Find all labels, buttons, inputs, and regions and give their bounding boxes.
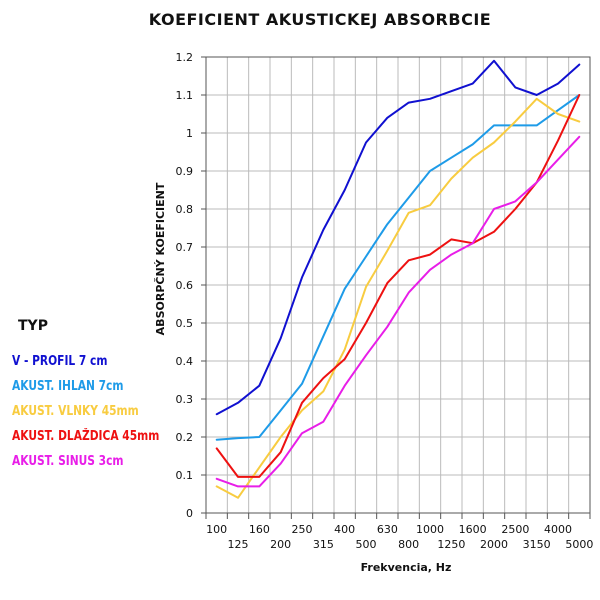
- series-lines: [215, 59, 581, 499]
- y-tick-label: 0.9: [176, 165, 194, 178]
- x-tick-label: 160: [249, 523, 270, 536]
- y-tick-label: 0.8: [176, 203, 194, 216]
- x-tick-label: 5000: [565, 538, 593, 551]
- y-tick-label: 0: [186, 507, 193, 520]
- y-tick-label: 0.4: [176, 355, 194, 368]
- x-tick-label: 800: [398, 538, 419, 551]
- x-tick-label: 2000: [480, 538, 508, 551]
- y-tick-label: 1: [186, 127, 193, 140]
- x-tick-label: 250: [292, 523, 313, 536]
- x-tick-label: 630: [377, 523, 398, 536]
- chart-axes: [201, 56, 591, 519]
- legend-item-v-profil: V - PROFIL 7 cm: [12, 354, 108, 369]
- x-tick-label: 1000: [416, 523, 444, 536]
- y-tick-label: 0.6: [176, 279, 194, 292]
- y-tick-label: 0.2: [176, 431, 194, 444]
- x-axis-label: Frekvencia, Hz: [361, 561, 452, 574]
- y-axis-label: ABSORPČNÝ KOEFICIENT: [154, 182, 167, 335]
- legend-item-dlazdica: AKUST. DLAŽDICA 45mm: [12, 429, 160, 444]
- series-line-0: [215, 59, 581, 416]
- x-tick-label: 500: [356, 538, 377, 551]
- series-line-2: [215, 97, 581, 499]
- y-tick-labels: 0 0.1 0.2 0.3 0.4 0.5 0.6 0.7 0.8 0.9 1 1.1 1.2: [176, 51, 194, 520]
- x-tick-label: 125: [228, 538, 249, 551]
- y-tick-label: 0.5: [176, 317, 194, 330]
- x-tick-label: 1600: [459, 523, 487, 536]
- series-line-3: [215, 94, 581, 478]
- x-tick-label: 1250: [437, 538, 465, 551]
- series-line-4: [215, 135, 581, 488]
- x-tick-label: 2500: [501, 523, 529, 536]
- y-tick-label: 1.1: [176, 89, 194, 102]
- legend-item-ihlan: AKUST. IHLAN 7cm: [12, 379, 124, 394]
- y-tick-label: 0.7: [176, 241, 194, 254]
- x-tick-label: 4000: [544, 523, 572, 536]
- y-tick-label: 1.2: [176, 51, 194, 64]
- legend-title: TYP: [18, 318, 48, 334]
- x-tick-label: 400: [334, 523, 355, 536]
- legend-item-sinus: AKUST. SINUS 3cm: [12, 454, 124, 469]
- y-tick-label: 0.3: [176, 393, 194, 406]
- x-tick-label: 3150: [523, 538, 551, 551]
- legend-item-vlnky: AKUST. VLNKY 45mm: [12, 404, 139, 419]
- x-tick-label: 200: [270, 538, 291, 551]
- series-line-1: [215, 94, 581, 441]
- chart-legend: TYP V - PROFIL 7 cm AKUST. IHLAN 7cm AKU…: [12, 318, 192, 479]
- x-tick-label: 315: [313, 538, 334, 551]
- chart-title: KOEFICIENT AKUSTICKEJ ABSORBCIE: [148, 10, 492, 29]
- x-tick-label: 100: [206, 523, 227, 536]
- y-tick-label: 0.1: [176, 469, 194, 482]
